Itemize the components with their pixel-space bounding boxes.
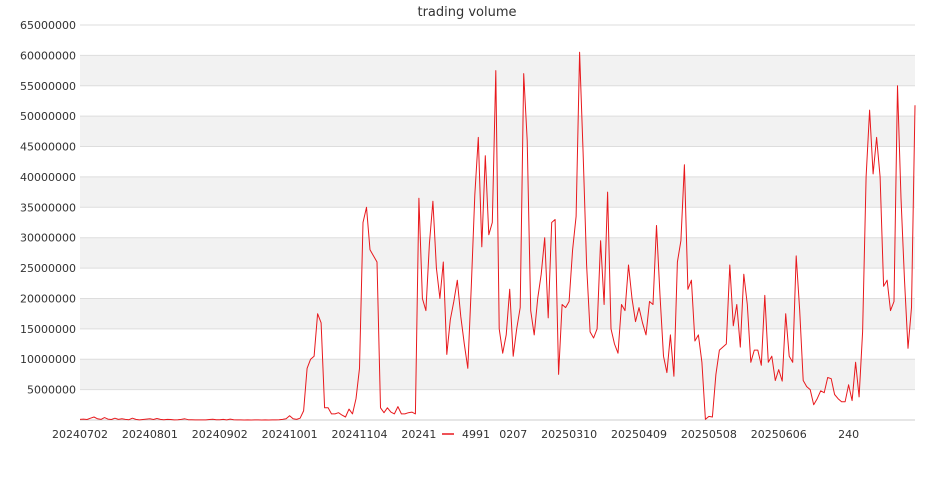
- x-tick-label: 20241104: [331, 428, 387, 441]
- series-lines: [79, 51, 916, 421]
- y-tick-label: 55000000: [20, 80, 76, 93]
- grid-band: [80, 55, 915, 86]
- x-tick-label: 20240702: [52, 428, 108, 441]
- y-tick-label: 45000000: [20, 141, 76, 154]
- x-tick-label: 20250606: [751, 428, 807, 441]
- grid-band: [80, 359, 915, 390]
- series-line: [79, 51, 916, 421]
- x-tick-label: 20250508: [681, 428, 737, 441]
- grid-band: [80, 237, 915, 269]
- y-tick-label: 65000000: [20, 19, 76, 32]
- y-tick-label: 30000000: [20, 232, 76, 245]
- y-tick-label: 40000000: [20, 171, 76, 184]
- legend-series-name: 4991: [462, 428, 490, 441]
- y-tick-label: 25000000: [20, 262, 76, 275]
- chart-title: trading volume: [417, 5, 516, 20]
- y-tick-label: 35000000: [20, 201, 76, 214]
- y-tick-label: 5000000: [27, 384, 76, 397]
- legend-background: [437, 426, 499, 441]
- x-tick-label: 20240902: [192, 428, 248, 441]
- grid-band: [80, 298, 915, 329]
- y-tick-label: 20000000: [20, 292, 76, 305]
- x-tick-label: 20250409: [611, 428, 667, 441]
- grid-band: [80, 116, 915, 147]
- x-tick-label: 20240801: [122, 428, 178, 441]
- y-tick-label: 50000000: [20, 110, 76, 123]
- y-tick-label: 15000000: [20, 323, 76, 336]
- x-tick-label: 20250310: [541, 428, 597, 441]
- y-tick-label: 60000000: [20, 49, 76, 62]
- y-axis-tick-labels: 5000000 10000000 15000000 20000000 25000000 3…: [20, 19, 76, 397]
- y-tick-label: 10000000: [20, 353, 76, 366]
- x-tick-label: 240: [838, 428, 859, 441]
- x-tick-label: 20241001: [262, 428, 318, 441]
